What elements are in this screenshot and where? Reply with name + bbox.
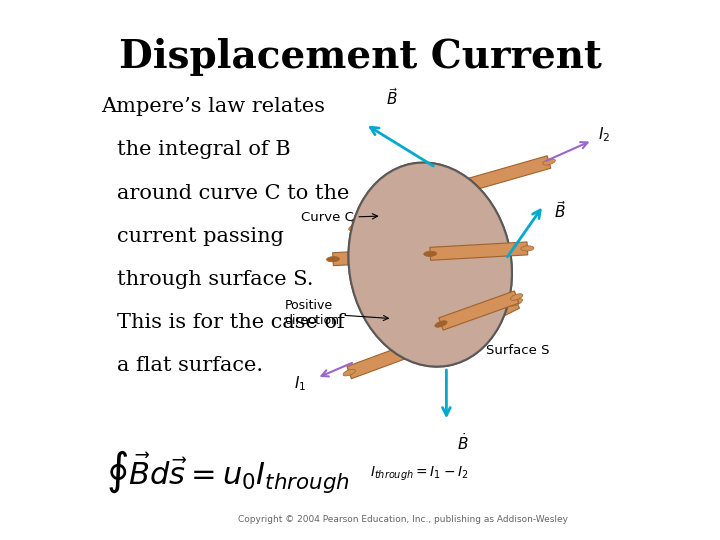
Polygon shape (449, 296, 520, 341)
Ellipse shape (348, 223, 361, 231)
Polygon shape (430, 242, 528, 260)
Text: $\vec{B}$: $\vec{B}$ (386, 87, 399, 108)
Ellipse shape (521, 246, 534, 251)
Polygon shape (351, 199, 401, 233)
Text: current passing: current passing (117, 227, 284, 246)
Ellipse shape (435, 321, 447, 327)
Ellipse shape (424, 251, 436, 256)
Ellipse shape (343, 369, 356, 376)
Text: $\vec{B}$: $\vec{B}$ (554, 200, 567, 221)
Text: Displacement Current: Displacement Current (119, 38, 601, 76)
Text: around curve C to the: around curve C to the (117, 184, 349, 202)
Text: $\oint \vec{B}d\vec{s} = u_0 I_{through}$: $\oint \vec{B}d\vec{s} = u_0 I_{through}… (107, 448, 350, 495)
Polygon shape (438, 291, 519, 330)
Ellipse shape (348, 163, 512, 367)
Ellipse shape (424, 251, 436, 256)
Text: Positive
direction: Positive direction (284, 299, 388, 327)
Ellipse shape (510, 299, 523, 306)
Text: This is for the case of: This is for the case of (117, 313, 345, 332)
Text: Surface S: Surface S (485, 345, 549, 357)
Ellipse shape (392, 202, 404, 208)
Text: Curve C: Curve C (301, 211, 377, 225)
Polygon shape (333, 247, 431, 266)
Polygon shape (347, 329, 454, 379)
Text: the integral of B: the integral of B (117, 140, 291, 159)
Text: $I_{through} = I_1 - I_2$: $I_{through} = I_1 - I_2$ (370, 464, 469, 483)
Ellipse shape (348, 163, 512, 367)
Text: Copyright © 2004 Pearson Education, Inc., publishing as Addison-Wesley: Copyright © 2004 Pearson Education, Inc.… (238, 515, 568, 524)
Ellipse shape (392, 201, 404, 209)
Text: a flat surface.: a flat surface. (117, 356, 263, 375)
Ellipse shape (510, 294, 523, 300)
Text: $\dot{B}$: $\dot{B}$ (457, 432, 469, 453)
Ellipse shape (543, 159, 555, 165)
Text: $I_1$: $I_1$ (294, 374, 306, 393)
Ellipse shape (327, 256, 339, 262)
Text: $I_2$: $I_2$ (598, 126, 610, 144)
Polygon shape (396, 156, 551, 212)
Ellipse shape (446, 331, 458, 339)
Text: Ampere’s law relates: Ampere’s law relates (101, 97, 325, 116)
Text: through surface S.: through surface S. (117, 270, 313, 289)
Ellipse shape (446, 332, 458, 338)
